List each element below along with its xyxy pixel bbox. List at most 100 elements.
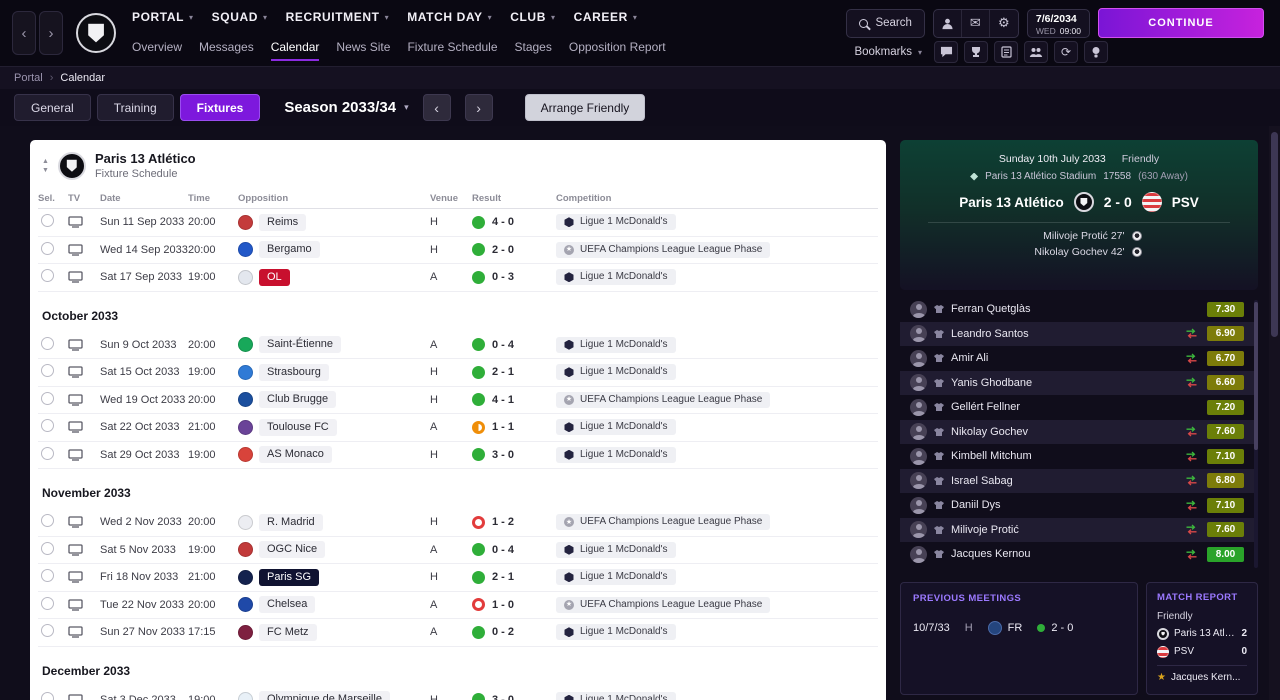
fixture-row[interactable]: Sun 9 Oct 2033 20:00 Saint-Étienne A 0 -… [38, 332, 878, 359]
inbox-icon[interactable]: ✉ [962, 9, 990, 37]
fixture-row[interactable]: Sat 17 Sep 2033 19:00 OL A 0 - 3 [38, 264, 878, 292]
ratings-scrollbar-thumb[interactable] [1254, 302, 1258, 450]
trophy-icon[interactable] [964, 41, 988, 63]
opponent-name[interactable]: Saint-Étienne [259, 336, 342, 354]
opponent-name[interactable]: Strasbourg [259, 363, 329, 381]
competition-chip[interactable]: Ligue 1 McDonald's [556, 336, 676, 353]
previous-season-button[interactable]: ‹ [422, 94, 451, 121]
page-scrollbar-thumb[interactable] [1271, 132, 1278, 337]
manager-icon[interactable] [934, 9, 962, 37]
fixture-row[interactable]: Sat 3 Dec 2033 19:00 Olympique de Marsei… [38, 687, 878, 700]
nav-menu-item[interactable]: CAREER ▾ [574, 10, 638, 24]
player-rating-row[interactable]: Israel Sabag 6.80 [900, 468, 1258, 493]
settings-icon[interactable]: ⚙ [998, 15, 1010, 30]
opponent-name[interactable]: Chelsea [259, 596, 316, 614]
subnav-item[interactable]: Stages [515, 40, 552, 61]
select-radio[interactable] [41, 596, 54, 610]
fixture-row[interactable]: Sat 15 Oct 2033 19:00 Strasbourg H 2 - 1 [38, 359, 878, 387]
player-rating-row[interactable]: Milivoje Protić 7.60 [900, 517, 1258, 542]
column-header[interactable]: Opposition [238, 193, 289, 204]
idea-icon[interactable] [1084, 41, 1108, 63]
competition-chip[interactable]: UEFA Champions League League Phase [556, 391, 771, 408]
opponent-name[interactable]: Bergamo [259, 241, 320, 259]
competition-chip[interactable]: UEFA Champions League League Phase [556, 596, 771, 613]
fixture-row[interactable]: Wed 14 Sep 2033 20:00 Bergamo H 2 - 0 [38, 237, 878, 264]
history-forward-button[interactable]: › [39, 11, 63, 55]
squad-icon[interactable] [1024, 41, 1048, 63]
player-rating-row[interactable]: Gellért Fellner 7.20 [900, 395, 1258, 420]
fixture-row[interactable]: Wed 19 Oct 2033 20:00 Club Brugge H 4 - … [38, 387, 878, 414]
competition-chip[interactable]: Ligue 1 McDonald's [556, 691, 676, 700]
chat-icon[interactable] [934, 41, 958, 63]
fixture-row[interactable]: Sat 22 Oct 2033 21:00 Toulouse FC A 1 - … [38, 414, 878, 442]
previous-meetings-card[interactable]: PREVIOUS MEETINGS 10/7/33 H FR 2 - 0 [900, 581, 1138, 695]
opponent-name[interactable]: Olympique de Marseille [259, 691, 390, 700]
scroll-chevrons[interactable]: ▲ ▼ [42, 158, 49, 174]
breadcrumb-section[interactable]: Portal [14, 72, 43, 84]
player-rating-row[interactable]: Kimbell Mitchum 7.10 [900, 444, 1258, 469]
competition-chip[interactable]: Ligue 1 McDonald's [556, 269, 676, 286]
subnav-item[interactable]: Overview [132, 40, 182, 61]
player-rating-row[interactable]: Yanis Ghodbane 6.60 [900, 370, 1258, 395]
select-radio[interactable] [41, 419, 54, 433]
fixture-row[interactable]: Sat 5 Nov 2033 19:00 OGC Nice A 0 - 4 [38, 537, 878, 564]
competition-chip[interactable]: Ligue 1 McDonald's [556, 624, 676, 641]
sync-icon[interactable]: ⟳ [1054, 41, 1078, 63]
select-radio[interactable] [41, 241, 54, 255]
competition-chip[interactable]: UEFA Champions League League Phase [556, 514, 771, 531]
column-header[interactable]: Time [188, 193, 211, 204]
view-tab[interactable]: General [14, 94, 91, 121]
select-radio[interactable] [41, 214, 54, 228]
nav-menu-item[interactable]: RECRUITMENT ▾ [286, 10, 390, 24]
opponent-name[interactable]: Club Brugge [259, 391, 337, 409]
view-tab[interactable]: Training [96, 94, 174, 121]
subnav-item[interactable]: Opposition Report [569, 40, 666, 61]
subnav-item[interactable]: Messages [199, 40, 254, 61]
select-radio[interactable] [41, 514, 54, 528]
nav-menu-item[interactable]: SQUAD ▾ [212, 10, 268, 24]
fixture-row[interactable]: Fri 18 Nov 2033 21:00 Paris SG H 2 - 1 [38, 564, 878, 592]
opponent-name[interactable]: Paris SG [259, 568, 320, 586]
opponent-name[interactable]: FC Metz [259, 623, 317, 641]
nav-menu-item[interactable]: MATCH DAY ▾ [407, 10, 492, 24]
notes-icon[interactable] [994, 41, 1018, 63]
select-radio[interactable] [41, 569, 54, 583]
nav-menu-item[interactable]: PORTAL ▾ [132, 10, 194, 24]
player-rating-row[interactable]: Leandro Santos 6.90 [900, 321, 1258, 346]
subnav-item[interactable]: Calendar [270, 40, 320, 61]
competition-chip[interactable]: Ligue 1 McDonald's [556, 541, 676, 558]
arrange-friendly-button[interactable]: Arrange Friendly [524, 94, 646, 121]
competition-chip[interactable]: UEFA Champions League League Phase [556, 241, 771, 258]
bookmarks-dropdown[interactable]: Bookmarks ▾ [854, 46, 922, 58]
subnav-item[interactable]: Fixture Schedule [407, 40, 497, 61]
fixture-row[interactable]: Sat 29 Oct 2033 19:00 AS Monaco H 3 - 0 [38, 442, 878, 469]
select-radio[interactable] [41, 391, 54, 405]
column-header[interactable]: Date [100, 193, 121, 204]
select-radio[interactable] [41, 336, 54, 350]
competition-chip[interactable]: Ligue 1 McDonald's [556, 446, 676, 463]
player-rating-row[interactable]: Jacques Kernou 8.00 [900, 542, 1258, 567]
opponent-name[interactable]: AS Monaco [259, 446, 332, 464]
player-rating-row[interactable]: Daniil Dys 7.10 [900, 493, 1258, 518]
fixture-row[interactable]: Wed 2 Nov 2033 20:00 R. Madrid H 1 - 2 [38, 509, 878, 537]
search-box[interactable]: Search [846, 8, 925, 38]
select-radio[interactable] [41, 691, 54, 700]
opponent-name[interactable]: OL [259, 268, 290, 286]
column-header[interactable]: TV [68, 193, 81, 204]
opponent-name[interactable]: Toulouse FC [259, 418, 337, 436]
select-radio[interactable] [41, 364, 54, 378]
last-match-card[interactable]: Sunday 10th July 2033 Friendly Paris 13 … [900, 140, 1258, 290]
next-season-button[interactable]: › [464, 94, 493, 121]
nav-menu-item[interactable]: CLUB ▾ [510, 10, 555, 24]
select-radio[interactable] [41, 269, 54, 283]
fixture-row[interactable]: Sun 11 Sep 2033 20:00 Reims H 4 - 0 [38, 209, 878, 237]
opponent-name[interactable]: R. Madrid [259, 513, 323, 531]
player-rating-row[interactable]: Nikolay Gochev 7.60 [900, 419, 1258, 444]
competition-chip[interactable]: Ligue 1 McDonald's [556, 419, 676, 436]
fixture-row[interactable]: Sun 27 Nov 2033 17:15 FC Metz A 0 - 2 [38, 619, 878, 647]
column-header[interactable]: Result [472, 193, 502, 204]
competition-chip[interactable]: Ligue 1 McDonald's [556, 214, 676, 231]
game-date[interactable]: 7/6/2034 WED 09:00 [1026, 8, 1090, 38]
continue-button[interactable]: CONTINUE [1098, 8, 1264, 38]
column-header[interactable]: Competition [556, 193, 612, 204]
